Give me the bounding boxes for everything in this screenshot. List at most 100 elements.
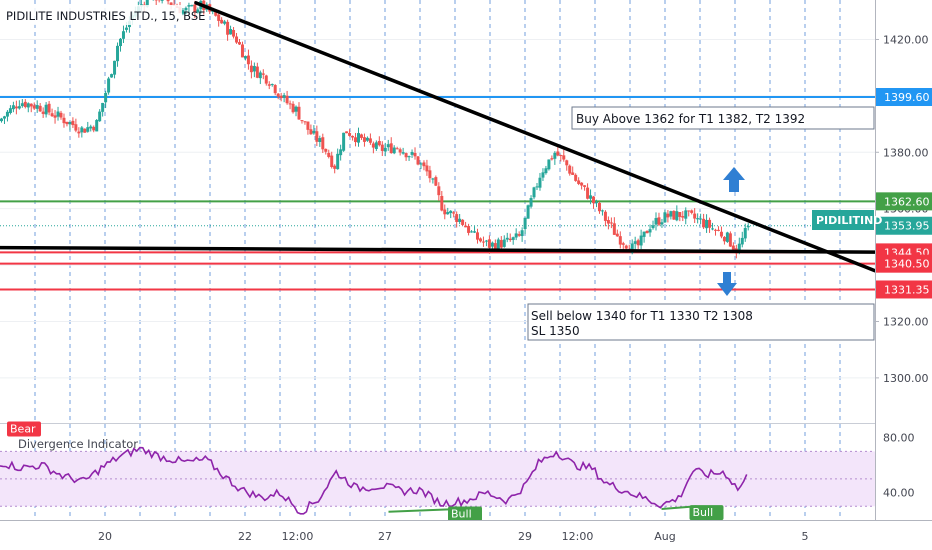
candle-body bbox=[354, 137, 358, 143]
candle bbox=[238, 39, 241, 46]
vertical-grid bbox=[34, 0, 841, 520]
time-tick-label: 22 bbox=[238, 530, 252, 543]
candle-body bbox=[559, 155, 563, 157]
candle-body bbox=[339, 149, 343, 156]
candle-body bbox=[526, 205, 530, 219]
candle-body bbox=[124, 27, 128, 30]
candle-body bbox=[95, 120, 99, 132]
candle bbox=[181, 8, 185, 16]
candle-body bbox=[29, 103, 33, 107]
candle bbox=[240, 41, 244, 58]
candle-body bbox=[226, 21, 230, 35]
candle-body bbox=[467, 226, 471, 233]
candle bbox=[342, 132, 346, 152]
candle-body bbox=[324, 148, 328, 152]
candle bbox=[425, 159, 429, 176]
candle-body bbox=[14, 106, 18, 109]
candle bbox=[71, 117, 75, 128]
candle bbox=[309, 124, 313, 135]
candle-body bbox=[565, 160, 569, 166]
indicator-axis[interactable]: 80.00 40.00 bbox=[883, 432, 915, 500]
candle-body bbox=[487, 239, 491, 248]
price-tick-label: 1420.00 bbox=[883, 33, 929, 46]
candle-body bbox=[47, 103, 51, 113]
bull-divergence-line bbox=[388, 508, 459, 513]
candle bbox=[26, 102, 30, 113]
candle-body bbox=[249, 65, 253, 73]
candle bbox=[660, 218, 664, 228]
signal-badge bbox=[7, 421, 41, 437]
candle bbox=[639, 229, 643, 250]
candle-body bbox=[119, 38, 122, 47]
candle bbox=[455, 211, 459, 228]
candle-body bbox=[333, 165, 337, 169]
candle-body bbox=[377, 140, 381, 146]
candle bbox=[481, 236, 485, 247]
candle bbox=[80, 126, 84, 138]
candle bbox=[160, 0, 164, 4]
candle-body bbox=[699, 218, 703, 220]
candle bbox=[440, 190, 444, 212]
candle bbox=[517, 231, 521, 237]
time-axis[interactable]: 20 22 12:00 27 29 12:00 Aug 5 bbox=[98, 530, 809, 543]
candle-body bbox=[288, 103, 292, 105]
candle-body bbox=[740, 237, 744, 245]
candle-body bbox=[562, 155, 566, 160]
time-tick-label: 12:00 bbox=[282, 530, 314, 543]
candle-body bbox=[342, 132, 346, 151]
candle-body bbox=[235, 36, 239, 43]
candle bbox=[121, 25, 125, 44]
candle-body bbox=[434, 177, 438, 186]
candle bbox=[8, 105, 12, 115]
candle-body bbox=[306, 121, 310, 130]
candle bbox=[223, 19, 227, 26]
candle-body bbox=[630, 243, 634, 253]
candle bbox=[68, 121, 72, 131]
candle-body bbox=[461, 219, 465, 225]
candle-body bbox=[374, 142, 378, 149]
candle bbox=[95, 119, 99, 132]
candle-body bbox=[101, 102, 105, 112]
candle bbox=[380, 141, 384, 156]
candle-body bbox=[556, 151, 560, 156]
candle bbox=[190, 4, 194, 7]
candle-body bbox=[110, 74, 114, 78]
indicator-signals: Bear Bull Bull bbox=[7, 421, 724, 522]
candle bbox=[89, 124, 93, 132]
candle bbox=[395, 146, 399, 150]
candle bbox=[681, 211, 685, 222]
candle bbox=[657, 212, 661, 227]
candle-body bbox=[672, 210, 676, 220]
candle bbox=[107, 76, 111, 95]
candle bbox=[592, 195, 596, 209]
candle bbox=[478, 237, 482, 243]
candle bbox=[377, 136, 381, 147]
candle-body bbox=[452, 212, 456, 214]
candle bbox=[705, 214, 709, 233]
candle bbox=[226, 19, 230, 41]
candle bbox=[716, 226, 720, 232]
signal-bull: Bull bbox=[448, 506, 482, 522]
candle bbox=[401, 147, 405, 155]
candle bbox=[229, 25, 233, 35]
candle bbox=[98, 109, 102, 122]
candle-body bbox=[419, 163, 423, 165]
candle-body bbox=[425, 165, 429, 172]
candle bbox=[258, 70, 262, 85]
candle bbox=[389, 137, 393, 154]
symbol-tag-label: PIDILITIND bbox=[816, 214, 882, 227]
candle-body bbox=[597, 202, 601, 212]
candle-body bbox=[687, 210, 691, 212]
candle-body bbox=[50, 113, 54, 117]
price-tag-label: 1340.50 bbox=[884, 258, 930, 271]
candle bbox=[336, 148, 340, 170]
buy-annotation[interactable]: Buy Above 1362 for T1 1382, T2 1392 bbox=[571, 106, 875, 130]
candle-body bbox=[458, 218, 462, 222]
legend[interactable]: PIDILITE INDUSTRIES LTD., 15, BSE bbox=[0, 5, 205, 25]
candle-body bbox=[746, 226, 750, 228]
candle bbox=[35, 100, 39, 113]
candle-body bbox=[571, 172, 575, 175]
candle-body bbox=[83, 128, 87, 133]
sell-annotation[interactable]: Sell below 1340 for T1 1330 T2 1308 SL 1… bbox=[527, 303, 875, 341]
